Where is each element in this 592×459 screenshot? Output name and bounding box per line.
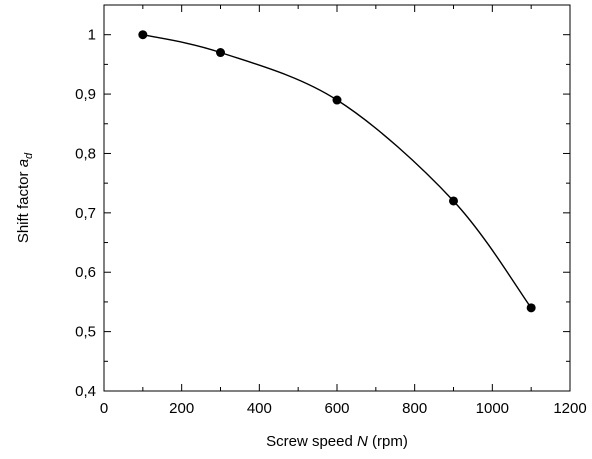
y-tick-label: 0,4 [75, 383, 96, 400]
x-tick-label: 200 [169, 400, 194, 417]
y-tick-label: 0,6 [75, 264, 96, 281]
x-tick-label: 800 [402, 400, 427, 417]
y-tick-label: 0,9 [75, 86, 96, 103]
data-point [526, 303, 536, 313]
x-axis-ticks: 0 200 400 600 800 1000 1200 [100, 5, 587, 417]
y-tick-label: 0,7 [75, 205, 96, 222]
y-axis-ticks: 0,4 0,5 0,6 0,7 0,8 0,9 1 [75, 4, 570, 400]
x-tick-label: 1000 [476, 400, 509, 417]
data-point [332, 95, 342, 105]
data-point [216, 48, 225, 58]
x-axis-title: Screw speed N (rpm) [266, 433, 408, 450]
x-tick-label: 1200 [553, 400, 586, 417]
plot-frame [103, 4, 571, 392]
y-axis-title: Shift factor ad [15, 152, 35, 243]
fit-curve [142, 34, 532, 309]
data-point [449, 196, 458, 206]
data-points [138, 30, 536, 313]
data-point [138, 30, 148, 40]
y-tick-label: 0,8 [75, 145, 96, 162]
x-tick-label: 0 [100, 400, 108, 417]
x-tick-label: 400 [247, 400, 272, 417]
x-tick-label: 600 [324, 400, 349, 417]
y-tick-label: 1 [88, 27, 96, 44]
y-tick-label: 0,5 [75, 324, 96, 341]
